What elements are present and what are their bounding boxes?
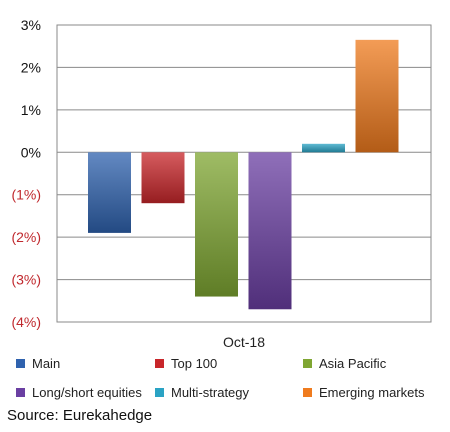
legend-item: Main (16, 356, 60, 371)
bar-emerging-markets (355, 39, 399, 153)
bar-long-short-equities (248, 152, 292, 310)
legend-swatch (16, 359, 25, 368)
bar-top-100 (141, 152, 185, 204)
chart: 3% 2% 1% 0% (1%) (2%) (3%) (4%) Oct-18 (11, 17, 432, 350)
legend-item: Multi-strategy (155, 385, 249, 400)
y-tick-label: 3% (21, 17, 41, 33)
bars (88, 39, 399, 310)
legend-label: Long/short equities (32, 385, 142, 400)
legend-swatch (303, 359, 312, 368)
legend-label: Emerging markets (319, 385, 425, 400)
bar-main (88, 152, 131, 233)
legend-label: Main (32, 356, 61, 371)
y-tick-label: (4%) (11, 314, 41, 330)
legend-swatch (303, 388, 312, 397)
legend-swatch (155, 388, 164, 397)
y-tick-label: (1%) (11, 187, 41, 203)
source-note: Source: Eurekahedge (7, 407, 153, 424)
legend-item: Asia Pacific (303, 356, 386, 371)
y-axis-labels: 3% 2% 1% 0% (1%) (2%) (3%) (4%) (11, 17, 41, 330)
y-tick-label: 2% (21, 59, 41, 75)
legend-label: Multi-strategy (171, 385, 250, 400)
legend-item: Top 100 (155, 356, 217, 371)
y-tick-label: 1% (21, 102, 41, 118)
legend-label: Top 100 (171, 356, 218, 371)
y-tick-label: (2%) (11, 229, 41, 245)
plot-area-border (56, 24, 432, 323)
legend-swatch (155, 359, 164, 368)
legend-swatch (16, 388, 25, 397)
legend-item: Emerging markets (303, 385, 424, 400)
bar-multi-strategy (302, 143, 345, 153)
legend-label: Asia Pacific (319, 356, 387, 371)
y-tick-label: 0% (21, 144, 41, 160)
legend-item: Long/short equities (16, 385, 142, 400)
x-category-label: Oct-18 (223, 334, 265, 350)
y-tick-label: (3%) (11, 272, 41, 288)
bar-asia-pacific (195, 152, 238, 297)
